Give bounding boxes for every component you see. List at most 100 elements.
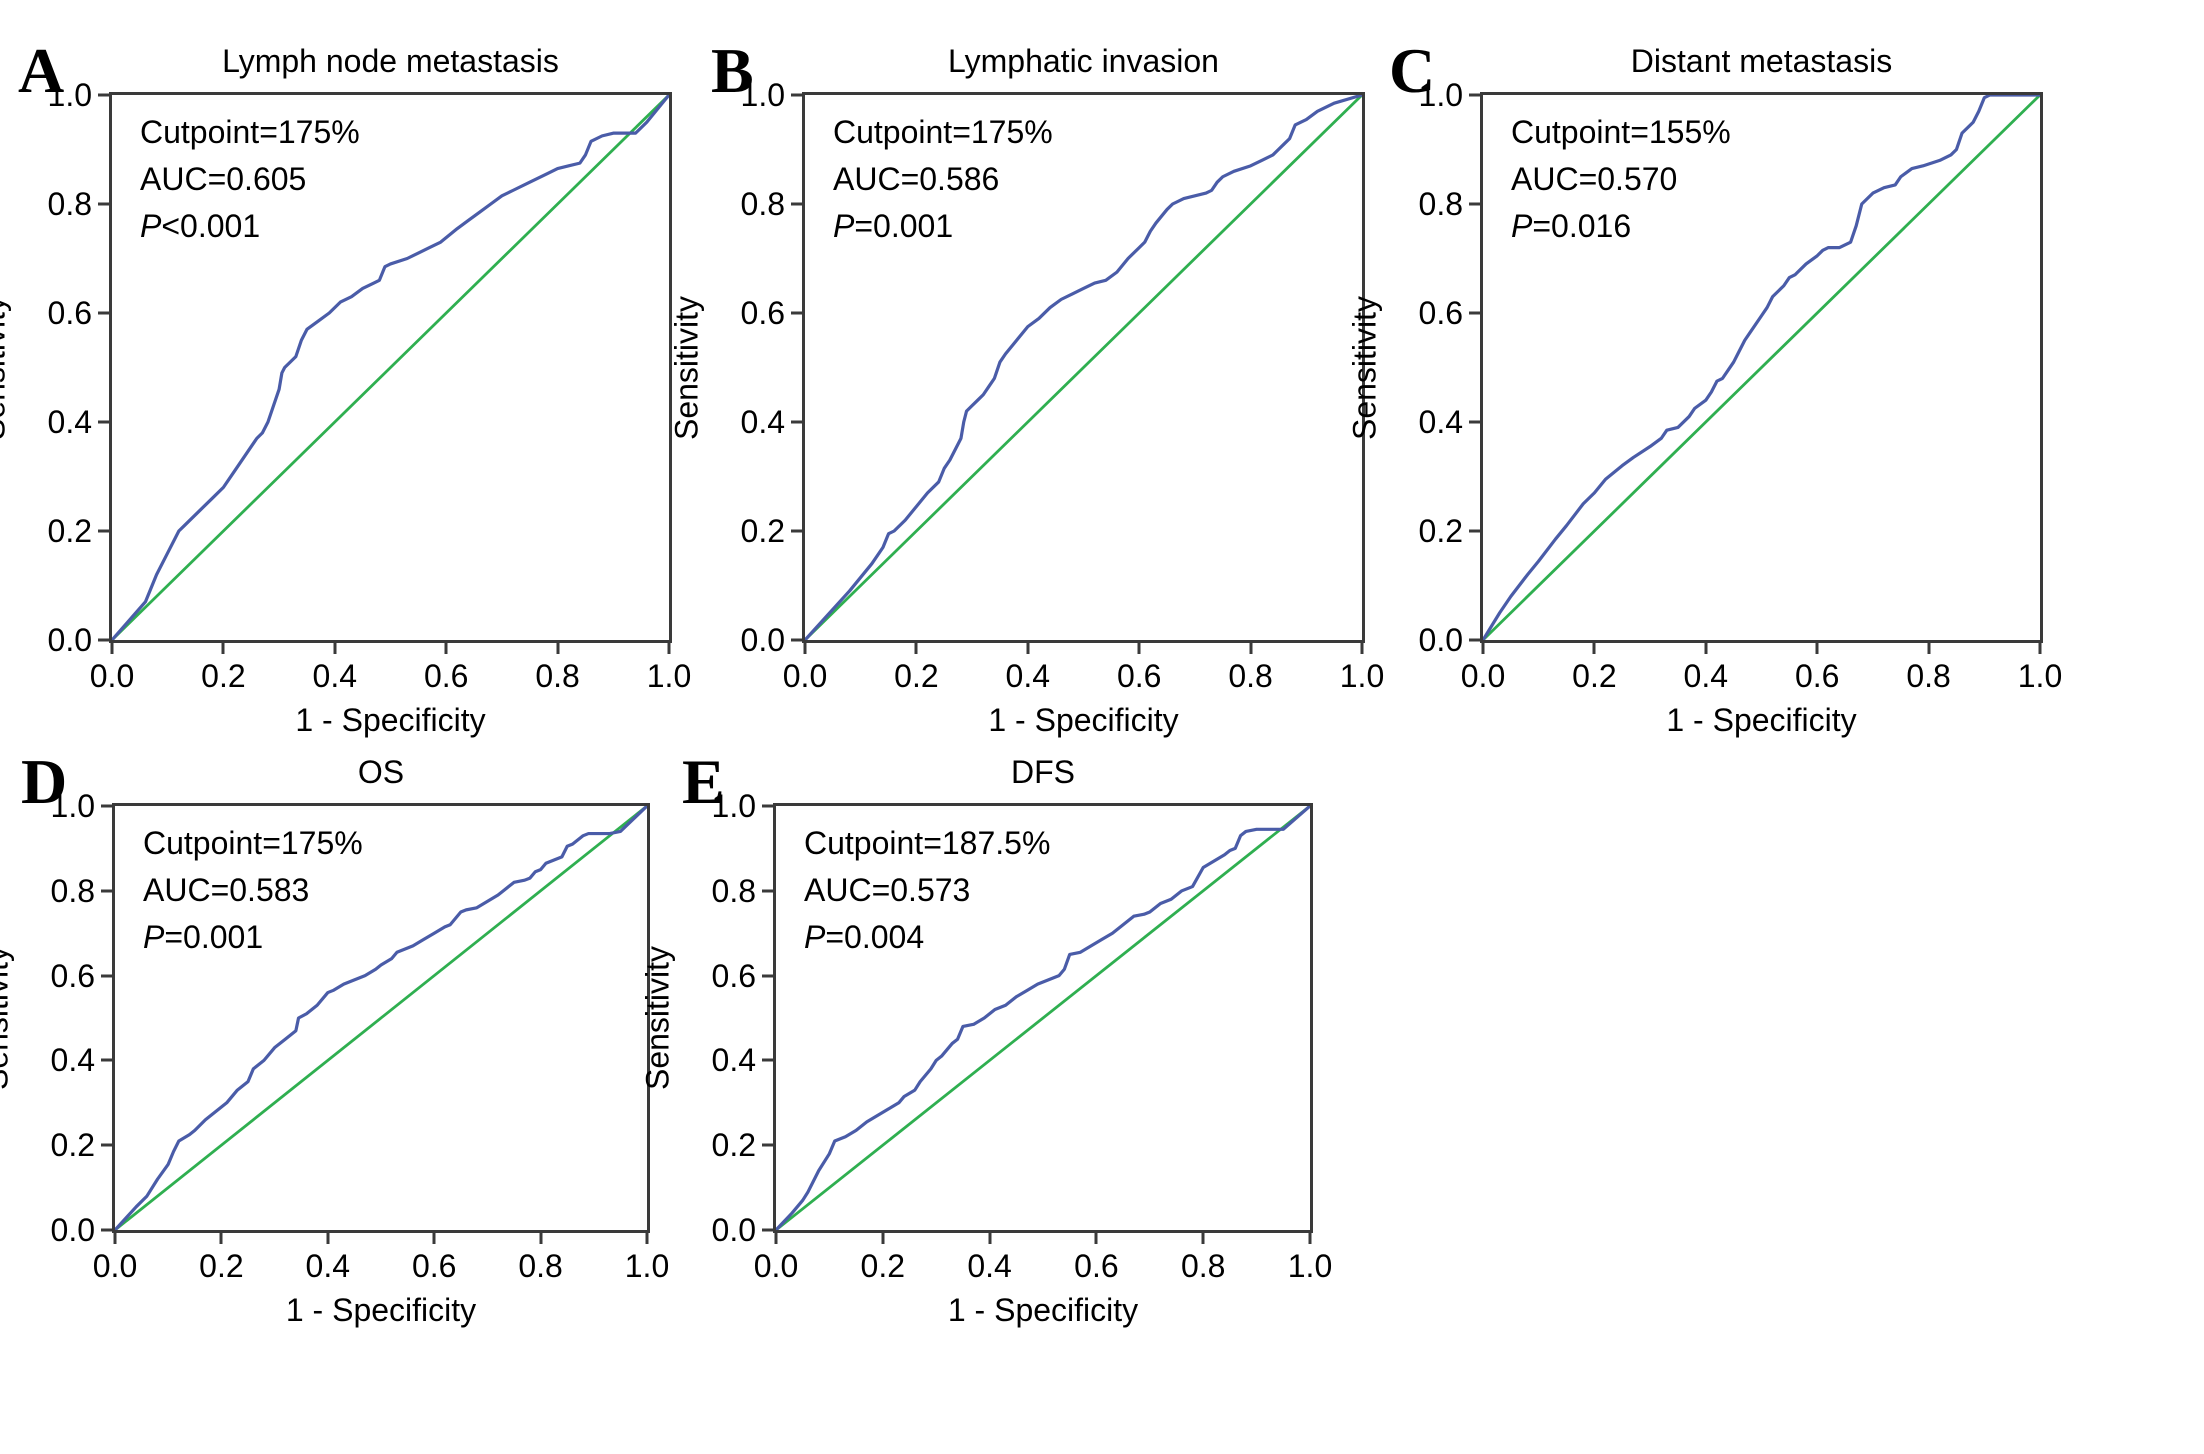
x-axis-label: 1 - Specificity	[947, 1292, 1139, 1328]
x-tick-label: 0.8	[518, 1248, 563, 1284]
y-tick-label: 1.0	[711, 788, 756, 824]
x-tick-label: 0.2	[894, 658, 939, 694]
x-tick-label: 1.0	[624, 1248, 670, 1284]
y-tick-label: 0.2	[1418, 513, 1463, 549]
x-tick-mark	[914, 640, 918, 654]
x-tick-mark	[1308, 1230, 1312, 1244]
cutpoint-text: Cutpoint=175%	[833, 114, 1053, 150]
y-tick-label: 0.6	[50, 957, 95, 994]
y-tick-mark	[762, 1058, 776, 1062]
x-tick-label: 0.8	[1180, 1248, 1226, 1284]
roc-plot-svg	[776, 806, 1310, 1230]
roc-plot-svg	[1483, 95, 2040, 640]
cutpoint-text: Cutpoint=175%	[143, 825, 363, 861]
x-tick-label: 0.4	[1005, 658, 1051, 694]
x-tick-mark	[1481, 640, 1485, 654]
roc-panel: C Distant metastasis Cutpoint=155% AUC=0…	[1347, 39, 2063, 739]
p-value-text: P=0.016	[1511, 203, 1731, 250]
panel-letter: E	[682, 746, 725, 817]
panel-letter: C	[1389, 35, 1436, 106]
x-tick-label: 0.2	[860, 1248, 906, 1284]
p-italic-label: P	[143, 919, 165, 955]
x-axis-label: 1 - Specificity	[285, 1292, 477, 1328]
x-tick-mark	[444, 640, 448, 654]
roc-curve-line	[1483, 95, 2040, 640]
x-tick-label: 0.8	[1906, 658, 1951, 694]
y-tick-mark	[791, 420, 805, 424]
auc-text: AUC=0.586	[833, 161, 1000, 197]
y-tick-label: 0.0	[711, 1212, 756, 1248]
y-tick-label: 0.2	[740, 513, 785, 549]
roc-plot-svg	[805, 95, 1362, 640]
roc-curve-line	[805, 95, 1362, 640]
p-value-text: P=0.001	[143, 914, 363, 961]
annotation-block: Cutpoint=155% AUC=0.570 P=0.016	[1511, 109, 1731, 250]
x-tick-mark	[113, 1230, 117, 1244]
y-tick-mark	[791, 202, 805, 206]
p-value: =0.016	[1532, 208, 1632, 244]
y-tick-mark	[791, 311, 805, 315]
x-tick-label: 0.0	[92, 1248, 138, 1284]
x-tick-label: 0.2	[199, 1248, 244, 1284]
y-tick-mark	[791, 529, 805, 533]
x-tick-mark	[988, 1230, 992, 1244]
x-tick-mark	[1927, 640, 1931, 654]
y-axis-label: Sensitivity	[0, 295, 12, 440]
y-tick-mark	[1469, 311, 1483, 315]
y-tick-label: 1.0	[740, 77, 785, 113]
x-tick-mark	[1249, 640, 1253, 654]
roc-panel: B Lymphatic invasion Cutpoint=175% AUC=0…	[669, 39, 1385, 739]
y-tick-label: 0.0	[1418, 622, 1463, 658]
x-tick-label: 0.8	[535, 658, 580, 694]
x-tick-label: 0.0	[1460, 658, 1506, 694]
y-tick-label: 1.0	[1418, 77, 1463, 113]
p-italic-label: P	[140, 208, 162, 244]
reference-diagonal-line	[1483, 95, 2040, 640]
y-tick-mark	[98, 93, 112, 97]
y-tick-label: 0.2	[711, 1127, 756, 1164]
reference-diagonal-line	[776, 806, 1310, 1230]
x-tick-mark	[219, 1230, 223, 1244]
y-tick-label: 0.6	[740, 295, 785, 331]
y-tick-mark	[762, 889, 776, 893]
x-axis-label: 1 - Specificity	[1666, 702, 1857, 738]
y-tick-mark	[1469, 420, 1483, 424]
y-tick-label: 0.8	[47, 186, 92, 222]
y-tick-mark	[101, 1228, 115, 1232]
y-tick-mark	[791, 638, 805, 642]
y-tick-mark	[101, 889, 115, 893]
y-tick-mark	[1469, 638, 1483, 642]
x-tick-mark	[333, 640, 337, 654]
roc-plot-svg	[112, 95, 669, 640]
x-tick-label: 0.0	[782, 658, 828, 694]
x-tick-mark	[2038, 640, 2042, 654]
reference-diagonal-line	[115, 806, 647, 1230]
cutpoint-text: Cutpoint=187.5%	[804, 825, 1051, 861]
cutpoint-text: Cutpoint=175%	[140, 114, 360, 150]
x-tick-mark	[221, 640, 225, 654]
y-tick-mark	[98, 529, 112, 533]
x-tick-mark	[539, 1230, 543, 1244]
p-value: <0.001	[161, 208, 261, 244]
y-axis-label: Sensitivity	[668, 295, 705, 440]
x-tick-label: 1.0	[646, 658, 692, 694]
x-tick-mark	[667, 640, 671, 654]
x-tick-mark	[645, 1230, 649, 1244]
roc-panel: E DFS Cutpoint=187.5% AUC=0.573 P=0.004 …	[640, 750, 1333, 1329]
x-tick-label: 1.0	[2017, 658, 2063, 694]
annotation-block: Cutpoint=175% AUC=0.605 P<0.001	[140, 109, 360, 250]
chart-title: Distant metastasis	[1630, 43, 1893, 79]
p-value: =0.004	[825, 919, 925, 955]
x-tick-mark	[803, 640, 807, 654]
chart-title: OS	[357, 754, 405, 790]
panel-letter: B	[711, 35, 754, 106]
chart-title: Lymph node metastasis	[222, 43, 559, 79]
annotation-block: Cutpoint=187.5% AUC=0.573 P=0.004	[804, 820, 1050, 961]
x-tick-label: 0.6	[423, 658, 469, 694]
x-tick-mark	[1094, 1230, 1098, 1244]
y-tick-label: 0.4	[711, 1042, 756, 1079]
x-tick-mark	[1704, 640, 1708, 654]
x-tick-mark	[110, 640, 114, 654]
p-value: =0.001	[164, 919, 264, 955]
